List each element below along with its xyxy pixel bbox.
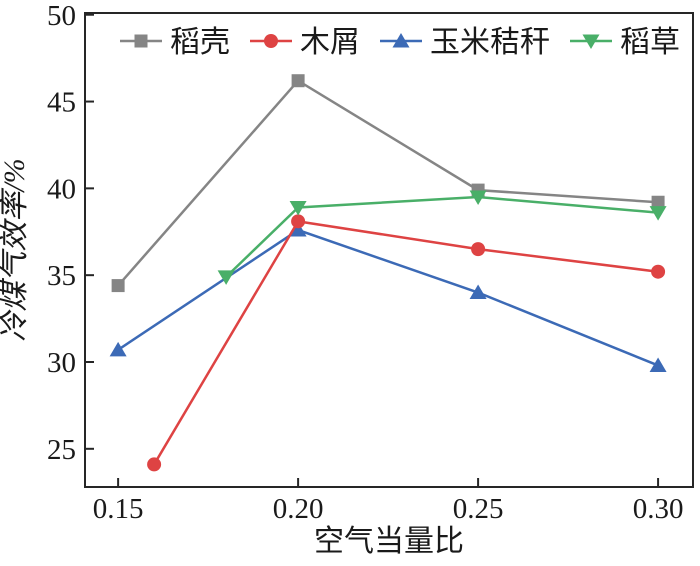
marker-circle (651, 264, 666, 279)
y-tick-label: 25 (47, 434, 76, 466)
marker-triangle-down (289, 200, 307, 216)
y-axis-title: 冷煤气效率/% (0, 158, 31, 341)
marker-square (291, 74, 305, 88)
y-tick-label: 30 (47, 347, 76, 379)
data-series (109, 74, 667, 472)
legend-item-木屑: 木屑 (250, 26, 360, 59)
marker-triangle-up (289, 222, 307, 237)
y-tick-label: 40 (47, 173, 76, 205)
x-tick-label: 0.30 (633, 493, 684, 525)
marker-square (134, 34, 148, 48)
legend-label: 玉米秸秆 (430, 26, 550, 59)
series-line (153, 219, 659, 466)
marker-triangle-up (392, 33, 410, 48)
y-tick-label: 50 (47, 0, 76, 32)
marker-triangle-down (469, 190, 487, 206)
marker-triangle-up (649, 357, 667, 372)
legend-label: 木屑 (300, 26, 360, 59)
marker-square (111, 279, 125, 293)
series-玉米秸秆 (109, 222, 667, 372)
marker-circle (471, 242, 486, 257)
marker-square (651, 195, 665, 209)
marker-triangle-down (649, 206, 667, 221)
axis-ticks: 0.15 0.20 0.25 0.30 25 30 35 40 45 50 (47, 0, 683, 525)
x-tick-label: 0.25 (453, 493, 504, 525)
marker-triangle-up (469, 284, 487, 300)
series-木屑 (147, 214, 666, 472)
series-稻草 (217, 190, 667, 285)
series-line (225, 195, 659, 278)
series-稻壳 (111, 74, 665, 293)
series-line (117, 228, 659, 367)
marker-triangle-up (109, 341, 127, 357)
legend-item-稻草: 稻草 (570, 26, 680, 59)
y-tick-label: 45 (47, 87, 76, 119)
legend-item-稻壳: 稻壳 (120, 26, 230, 59)
marker-circle (264, 34, 278, 48)
y-tick-label: 35 (47, 260, 76, 292)
legend: 稻壳 木屑 玉米秸秆 稻草 (120, 26, 680, 59)
plot-frame (84, 12, 694, 488)
series-line (117, 79, 659, 287)
x-tick-label: 0.15 (93, 493, 144, 525)
marker-circle (291, 214, 306, 229)
marker-circle (147, 457, 162, 472)
x-tick-label: 0.20 (273, 493, 324, 525)
legend-label: 稻草 (620, 26, 680, 59)
x-axis-title: 空气当量比 (314, 525, 464, 558)
legend-item-玉米秸秆: 玉米秸秆 (380, 26, 550, 59)
marker-triangle-down (217, 270, 235, 285)
legend-label: 稻壳 (170, 26, 230, 59)
marker-triangle-down (582, 34, 600, 49)
